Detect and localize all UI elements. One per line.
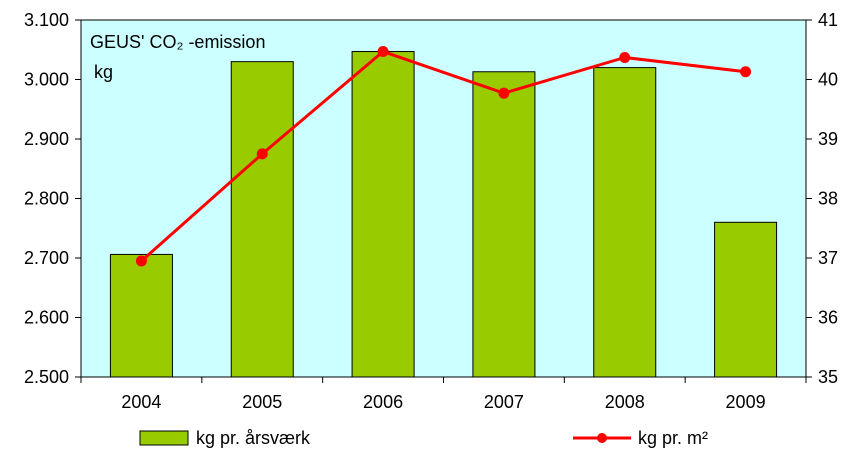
bar-2006 [351, 51, 415, 378]
legend-swatch-bars [139, 430, 189, 446]
right-tick-label: 38 [818, 189, 838, 209]
legend-swatch-marker [597, 433, 607, 443]
right-tick-label: 35 [818, 367, 838, 387]
right-tick-label: 36 [818, 308, 838, 328]
point-2009 [740, 66, 752, 78]
point-2005 [256, 148, 268, 160]
right-tick-label: 37 [818, 248, 838, 268]
right-tick-label: 41 [818, 10, 838, 30]
x-tick-label: 2005 [242, 392, 282, 412]
unit-label: kg [94, 62, 113, 82]
bar-2007 [472, 71, 536, 378]
legend-label-line: kg pr. m² [638, 428, 708, 448]
left-tick-label: 3.100 [24, 10, 69, 30]
series-line-kg-per-m2 [140, 49, 746, 263]
bar-2009 [714, 221, 778, 378]
x-tick-label: 2006 [363, 392, 403, 412]
left-tick-label: 2.600 [24, 308, 69, 328]
right-tick-label: 39 [818, 129, 838, 149]
point-2004 [135, 255, 147, 267]
bar-2005 [230, 61, 294, 378]
left-tick-label: 2.900 [24, 129, 69, 149]
left-tick-label: 2.800 [24, 189, 69, 209]
x-tick-label: 2007 [484, 392, 524, 412]
legend: kg pr. årsværk kg pr. m² [139, 428, 708, 448]
bar-2004 [109, 253, 173, 378]
plot-area [80, 19, 807, 378]
x-tick-label: 2009 [726, 392, 766, 412]
legend-label-bars: kg pr. årsværk [196, 428, 311, 448]
left-tick-label: 2.500 [24, 367, 69, 387]
bar-2008 [593, 67, 657, 378]
point-2006 [377, 46, 389, 58]
x-tick-label: 2004 [121, 392, 161, 412]
left-tick-label: 3.000 [24, 70, 69, 90]
point-2007 [498, 87, 510, 99]
x-tick-label: 2008 [605, 392, 645, 412]
point-2008 [619, 51, 631, 63]
chart-title: GEUS' CO₂ -emission [90, 32, 265, 52]
left-tick-label: 2.700 [24, 248, 69, 268]
right-tick-label: 40 [818, 70, 838, 90]
